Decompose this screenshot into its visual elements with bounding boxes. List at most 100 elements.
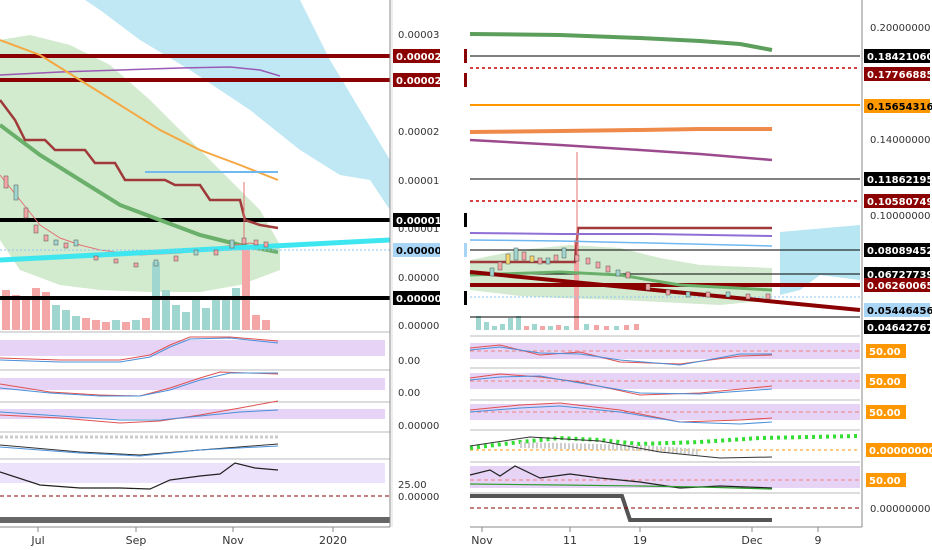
right-ind2-band bbox=[470, 373, 860, 389]
right-price-label: 0.10580749 bbox=[867, 197, 932, 208]
right-ind2-blue bbox=[469, 375, 773, 395]
right-price-label: 0.04642767 bbox=[867, 323, 932, 334]
left-y-tick-label: 0.00002000 bbox=[398, 127, 458, 138]
right-indicator-label-box bbox=[866, 405, 906, 419]
right-candles bbox=[489, 152, 771, 300]
left-cloud-green bbox=[0, 35, 280, 292]
left-ind1-band bbox=[0, 340, 385, 356]
right-ind3-red bbox=[469, 402, 773, 423]
left-ind3-band bbox=[0, 409, 385, 419]
right-x-tick-label: Nov bbox=[471, 534, 493, 547]
right-ind2-red bbox=[469, 373, 773, 396]
left-ind4-line bbox=[0, 443, 279, 456]
left-y-tick-label: 0.00001500 bbox=[398, 176, 458, 187]
left-cloud-blue bbox=[85, 0, 390, 210]
right-price-label-box bbox=[864, 194, 930, 208]
right-price-label: 0.06260065 bbox=[867, 281, 932, 292]
right-indicator-label: 50.00 bbox=[869, 408, 901, 419]
left-candles bbox=[3, 175, 269, 268]
left-ind1-line-red bbox=[0, 336, 279, 361]
right-ind5-green bbox=[469, 483, 773, 490]
right-ma-purple bbox=[469, 138, 773, 162]
right-y-tick-label: 0.10000000 bbox=[870, 211, 930, 222]
panel-separator bbox=[440, 0, 464, 550]
left-indicator-label: 0.00000000 bbox=[398, 421, 458, 432]
left-price-label: 0.00000762 bbox=[396, 246, 462, 257]
left-indicator-label: 0.00000000 bbox=[398, 492, 458, 503]
left-chart bbox=[0, 0, 393, 528]
left-ind3-line-red bbox=[0, 400, 279, 424]
left-ind2-line-blue bbox=[0, 372, 278, 397]
right-indicator-label-box bbox=[866, 374, 906, 388]
right-ind4-bars bbox=[519, 442, 701, 455]
right-price-label-box bbox=[864, 303, 930, 317]
left-ma-darkred bbox=[0, 99, 279, 230]
left-ind1-line-blue bbox=[0, 337, 279, 363]
right-ind4-dots bbox=[469, 434, 861, 450]
right-ma-orange bbox=[469, 127, 772, 134]
right-cloud-blue bbox=[780, 225, 860, 295]
right-price-label: 0.06727739 bbox=[867, 270, 932, 281]
left-ind4-line2 bbox=[0, 445, 279, 457]
right-indicator-label: 0.00000000 bbox=[869, 446, 932, 457]
left-indicator-label: 25.00 bbox=[398, 480, 427, 491]
right-ind3-band bbox=[470, 404, 860, 420]
right-x-tick-label: 19 bbox=[633, 534, 647, 547]
left-ind2-band bbox=[0, 378, 385, 390]
left-indicator-label: 0.00 bbox=[398, 356, 420, 367]
left-price-label: 0.00002542 bbox=[396, 76, 462, 87]
left-y-tick-label: 0.00001000 bbox=[398, 224, 458, 235]
right-ind5-band bbox=[470, 466, 860, 488]
left-volume bbox=[2, 245, 270, 330]
right-price-label-box bbox=[864, 278, 930, 292]
right-trendline bbox=[469, 270, 861, 312]
right-ma-darkred bbox=[470, 226, 772, 264]
left-y-tick-label: 0.00000000 bbox=[398, 321, 458, 332]
right-x-tick-label: 11 bbox=[563, 534, 577, 547]
left-x-tick-label: Jul bbox=[30, 534, 44, 547]
right-ma-blue bbox=[469, 239, 773, 247]
right-price-label: 0.17766885 bbox=[867, 70, 932, 81]
right-indicator-label: 0.00000000 bbox=[870, 504, 930, 515]
left-price-label: 0.00002795 bbox=[396, 52, 462, 63]
left-y-tick-label: 0.00000500 bbox=[398, 273, 458, 284]
left-ind5-line bbox=[0, 462, 279, 490]
left-price-label: 0.00000266 bbox=[396, 294, 462, 305]
right-indicator-label-box bbox=[866, 344, 906, 358]
right-price-label-box bbox=[864, 172, 930, 186]
right-ind4-line bbox=[469, 436, 773, 459]
left-ind5-band bbox=[0, 463, 385, 483]
left-x-tick-label: 2020 bbox=[319, 534, 347, 547]
left-ind3-line-blue bbox=[0, 409, 279, 421]
right-y-tick-label: 0.20000000 bbox=[870, 23, 930, 34]
left-indicator-label: 0.00 bbox=[398, 388, 420, 399]
left-x-tick-label: Nov bbox=[222, 534, 244, 547]
right-ind1-blue bbox=[469, 346, 772, 366]
left-price-label: 0.00001078 bbox=[396, 216, 462, 227]
right-price-label-box bbox=[864, 243, 930, 257]
right-indicator-label: 50.00 bbox=[869, 476, 901, 487]
right-price-label: 0.08089452 bbox=[867, 246, 932, 257]
left-y-tick-label: 0.00003000 bbox=[398, 30, 458, 41]
right-price-label-box bbox=[864, 67, 930, 81]
right-price-label-box bbox=[864, 49, 930, 63]
right-indicator-label-box bbox=[866, 473, 906, 487]
right-indicator-label-box bbox=[866, 443, 932, 457]
left-ma-orange bbox=[0, 39, 279, 181]
right-price-label: 0.18421060 bbox=[867, 52, 932, 63]
right-price-label: 0.15654316 bbox=[867, 102, 932, 113]
right-x-tick-label: Dec bbox=[741, 534, 762, 547]
right-price-label: 0.11862195 bbox=[867, 175, 932, 186]
right-price-label-box bbox=[864, 99, 930, 113]
left-ma-purple bbox=[0, 66, 281, 77]
right-price-label-box bbox=[864, 267, 930, 281]
right-indicator-label: 50.00 bbox=[869, 377, 901, 388]
left-ind2-line-red bbox=[0, 371, 279, 397]
right-x-tick-label: 9 bbox=[815, 534, 822, 547]
right-price-label-box bbox=[864, 320, 930, 334]
right-ind3-blue bbox=[469, 405, 773, 425]
right-y-tick-label: 0.14000000 bbox=[870, 135, 930, 146]
right-price-label: 0.05446456 bbox=[867, 306, 932, 317]
right-chart bbox=[469, 0, 863, 528]
